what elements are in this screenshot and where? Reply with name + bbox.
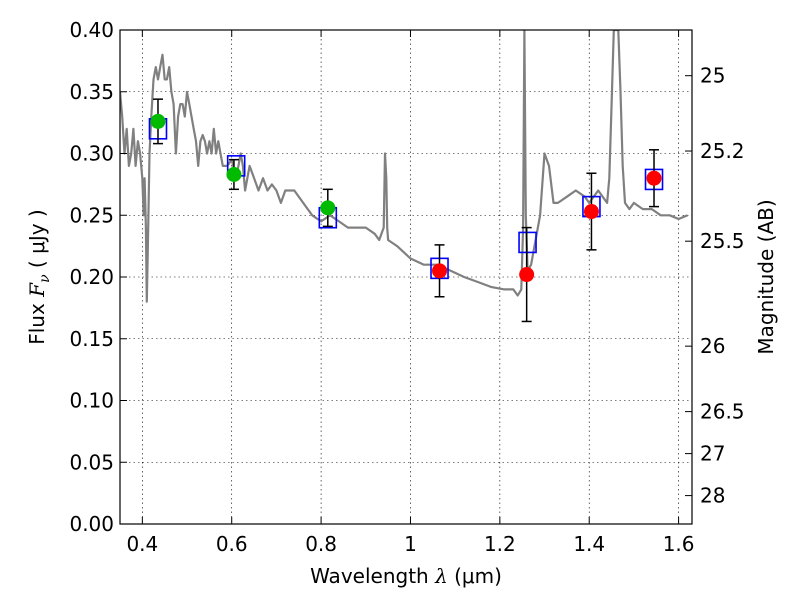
- y-axis-title-right: Magnitude (AB): [754, 199, 778, 354]
- right-tick-label: 26: [700, 334, 725, 358]
- observed-point-nir: [519, 267, 535, 283]
- ticks: 0.4 0.6 0.8 1 1.2 1.4 1.6 0.00 0.05 0.10 0.15 0.20 0…: [69, 18, 744, 556]
- x-tick-label: 1.2: [484, 532, 516, 556]
- x-axis-title: Wavelength λ (μm): [310, 564, 502, 588]
- y-tick-label: 0.30: [69, 142, 114, 166]
- y-tick-label: 0.25: [69, 203, 114, 227]
- y-tick-label: 0.10: [69, 389, 114, 413]
- model-point: [518, 231, 537, 254]
- series-layer: [120, 30, 688, 323]
- right-tick-label: 25.2: [700, 139, 745, 163]
- x-tick-label: 0.8: [305, 532, 337, 556]
- observed-point-optical: [150, 113, 166, 129]
- y-axis-title-left: Flux Fν ( μJy ): [25, 209, 53, 345]
- y-tick-label: 0.05: [69, 450, 114, 474]
- x-tick-label: 1.4: [573, 532, 605, 556]
- right-tick-label: 28: [700, 484, 725, 508]
- y-tick-label: 0.40: [69, 18, 114, 42]
- sed-model-line: [120, 30, 688, 303]
- observed-point-nir: [646, 170, 662, 186]
- x-tick-label: 1.6: [663, 532, 695, 556]
- observed-point-optical: [320, 200, 336, 216]
- y-tick-label: 0.15: [69, 327, 114, 351]
- y-tick-label: 0.00: [69, 512, 114, 536]
- observed-point-nir: [583, 204, 599, 220]
- observed-point-nir: [432, 263, 448, 279]
- right-tick-label: 27: [700, 442, 725, 466]
- right-tick-label: 25.5: [700, 229, 745, 253]
- y-tick-label: 0.20: [69, 265, 114, 289]
- x-tick-label: 1: [404, 532, 417, 556]
- right-tick-label: 26.5: [700, 400, 745, 424]
- x-tick-label: 0.6: [216, 532, 248, 556]
- right-tick-label: 25: [700, 64, 725, 88]
- y-tick-label: 0.35: [69, 80, 114, 104]
- x-tick-label: 0.4: [126, 532, 158, 556]
- observed-point-optical: [226, 166, 242, 182]
